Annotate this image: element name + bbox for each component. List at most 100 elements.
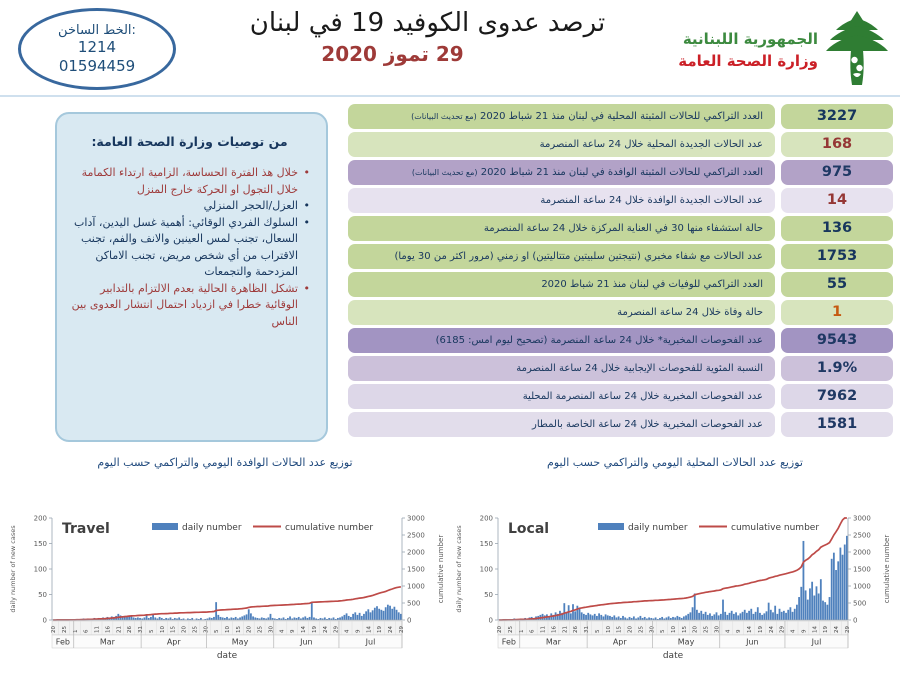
ministry-title: وزارة الصحة العامة [678,52,818,70]
svg-text:9: 9 [355,629,361,633]
hotline-badge: الخط الساخن: 1214 01594459 [18,8,176,90]
svg-text:cumulative number: cumulative number [731,523,819,533]
svg-text:daily number: daily number [628,523,688,533]
svg-text:24: 24 [834,626,840,633]
svg-text:24: 24 [323,626,329,633]
svg-text:16: 16 [105,626,111,633]
svg-text:15: 15 [682,626,688,633]
svg-text:date: date [663,651,684,661]
svg-text:9: 9 [290,629,296,633]
stat-value: 55 [781,272,893,297]
svg-text:9: 9 [736,629,742,633]
svg-text:19: 19 [823,626,829,633]
svg-text:1500: 1500 [407,565,425,573]
stat-value: 3227 [781,104,893,129]
svg-text:daily number: daily number [182,523,242,533]
ministry-logo-block: الجمهورية اللبنانية وزارة الصحة العامة [678,10,888,90]
svg-text:24: 24 [769,626,775,633]
svg-text:Travel: Travel [62,521,110,537]
recommendations-title: من توصيات وزارة الصحة العامة: [91,134,288,149]
stat-label: العدد التراكمي للوفيات في لبنان منذ 21 ش… [348,272,775,297]
svg-text:11: 11 [541,626,547,633]
svg-text:cumulative number: cumulative number [285,523,373,533]
svg-text:14: 14 [301,626,307,633]
svg-text:Jul: Jul [811,638,822,647]
recommendation-item: خلال هذ الفترة الحساسة، الزامية ارتداء ا… [69,165,310,198]
svg-text:6: 6 [84,629,90,633]
table-row: عدد الفحوصات المخبرية* خلال 24 ساعة المن… [348,328,893,353]
svg-text:Mar: Mar [100,638,116,647]
svg-text:21: 21 [562,626,568,633]
svg-text:20: 20 [182,626,188,633]
stat-value: 1 [781,300,893,325]
svg-text:25: 25 [258,626,264,633]
svg-text:10: 10 [160,626,166,633]
recommendations-panel: من توصيات وزارة الصحة العامة: خلال هذ ال… [55,112,328,442]
svg-text:11: 11 [95,626,101,633]
svg-text:19: 19 [758,626,764,633]
svg-text:26: 26 [573,626,579,633]
svg-text:Jun: Jun [745,638,759,647]
ministry-name: الجمهورية اللبنانية وزارة الصحة العامة [678,28,818,73]
svg-text:14: 14 [366,626,372,633]
stat-note: (مع تحديث البيانات) [411,112,477,121]
table-row: العدد التراكمي للوفيات في لبنان منذ 21 ش… [348,272,893,297]
stat-label: العدد التراكمي للحالات المثبتة المحلية ف… [348,104,775,129]
cedar-logo-icon [826,10,888,90]
svg-text:50: 50 [484,591,493,599]
svg-text:4: 4 [279,629,285,633]
svg-text:daily number of new cases: daily number of new cases [9,525,17,613]
stat-label: حالة وفاة خلال 24 ساعة المنصرمة [348,300,775,325]
svg-text:24: 24 [388,626,394,633]
svg-text:20: 20 [628,626,634,633]
svg-text:16: 16 [551,626,557,633]
table-row: النسبة المئوية للفحوصات الإيجابية خلال 2… [348,356,893,381]
stat-label: عدد الحالات الجديدة المحلية خلال 24 ساعة… [348,132,775,157]
svg-text:2500: 2500 [407,531,425,539]
svg-text:30: 30 [714,626,720,633]
svg-text:1: 1 [519,630,525,634]
travel-chart-title-ar: توزيع عدد الحالات الوافدة اليومي والتراك… [97,456,353,469]
svg-text:5: 5 [214,629,220,633]
svg-text:15: 15 [236,626,242,633]
svg-text:2000: 2000 [853,548,871,556]
svg-text:30: 30 [268,626,274,633]
stat-label: عدد الحالات الجديدة الوافدة خلال 24 ساعة… [348,188,775,213]
svg-text:4: 4 [791,629,797,633]
table-row: عدد الحالات مع شفاء مخبري (نتيجتين سلبيت… [348,244,893,269]
svg-text:0: 0 [489,616,493,624]
hotline-short-number: 1214 [77,37,117,56]
svg-text:25: 25 [192,626,198,633]
table-row: عدد الفحوصات المخبرية خلال 24 ساعة المنص… [348,384,893,409]
svg-text:May: May [232,638,249,647]
svg-text:Feb: Feb [56,638,70,647]
stat-label: حالة استشفاء منها 30 في العناية المركزة … [348,216,775,241]
svg-text:14: 14 [747,626,753,633]
statistics-table: العدد التراكمي للحالات المثبتة المحلية ف… [348,104,893,437]
table-row: عدد الحالات الجديدة المحلية خلال 24 ساعة… [348,132,893,157]
stat-label: عدد الفحوصات المخبرية خلال 24 ساعة الخاص… [348,412,775,437]
svg-text:10: 10 [606,626,612,633]
svg-text:5: 5 [149,629,155,633]
svg-text:3000: 3000 [853,514,871,522]
svg-text:5: 5 [660,629,666,633]
svg-text:9: 9 [801,629,807,633]
svg-text:2000: 2000 [407,548,425,556]
svg-text:0: 0 [407,616,411,624]
svg-text:2500: 2500 [853,531,871,539]
stat-label: عدد الفحوصات المخبرية خلال 24 ساعة المنص… [348,384,775,409]
table-row: حالة استشفاء منها 30 في العناية المركزة … [348,216,893,241]
report-title-block: ترصد عدوى الكوفيد 19 في لبنان 29 تموز 20… [205,8,650,66]
svg-text:29: 29 [780,626,786,633]
svg-text:1000: 1000 [853,582,871,590]
svg-text:Mar: Mar [546,638,562,647]
svg-text:3000: 3000 [407,514,425,522]
svg-text:200: 200 [34,514,47,522]
hotline-label: الخط الساخن: [58,22,136,38]
svg-text:6: 6 [530,629,536,633]
local-chart: 0 50 100 150 200 0 500 1000 1500 2000 2500 3000 dail… [452,502,896,674]
svg-text:150: 150 [34,540,47,548]
table-row: عدد الحالات الجديدة الوافدة خلال 24 ساعة… [348,188,893,213]
header: الخط الساخن: 1214 01594459 ترصد عدوى الك… [0,0,900,97]
svg-text:4: 4 [345,629,351,633]
